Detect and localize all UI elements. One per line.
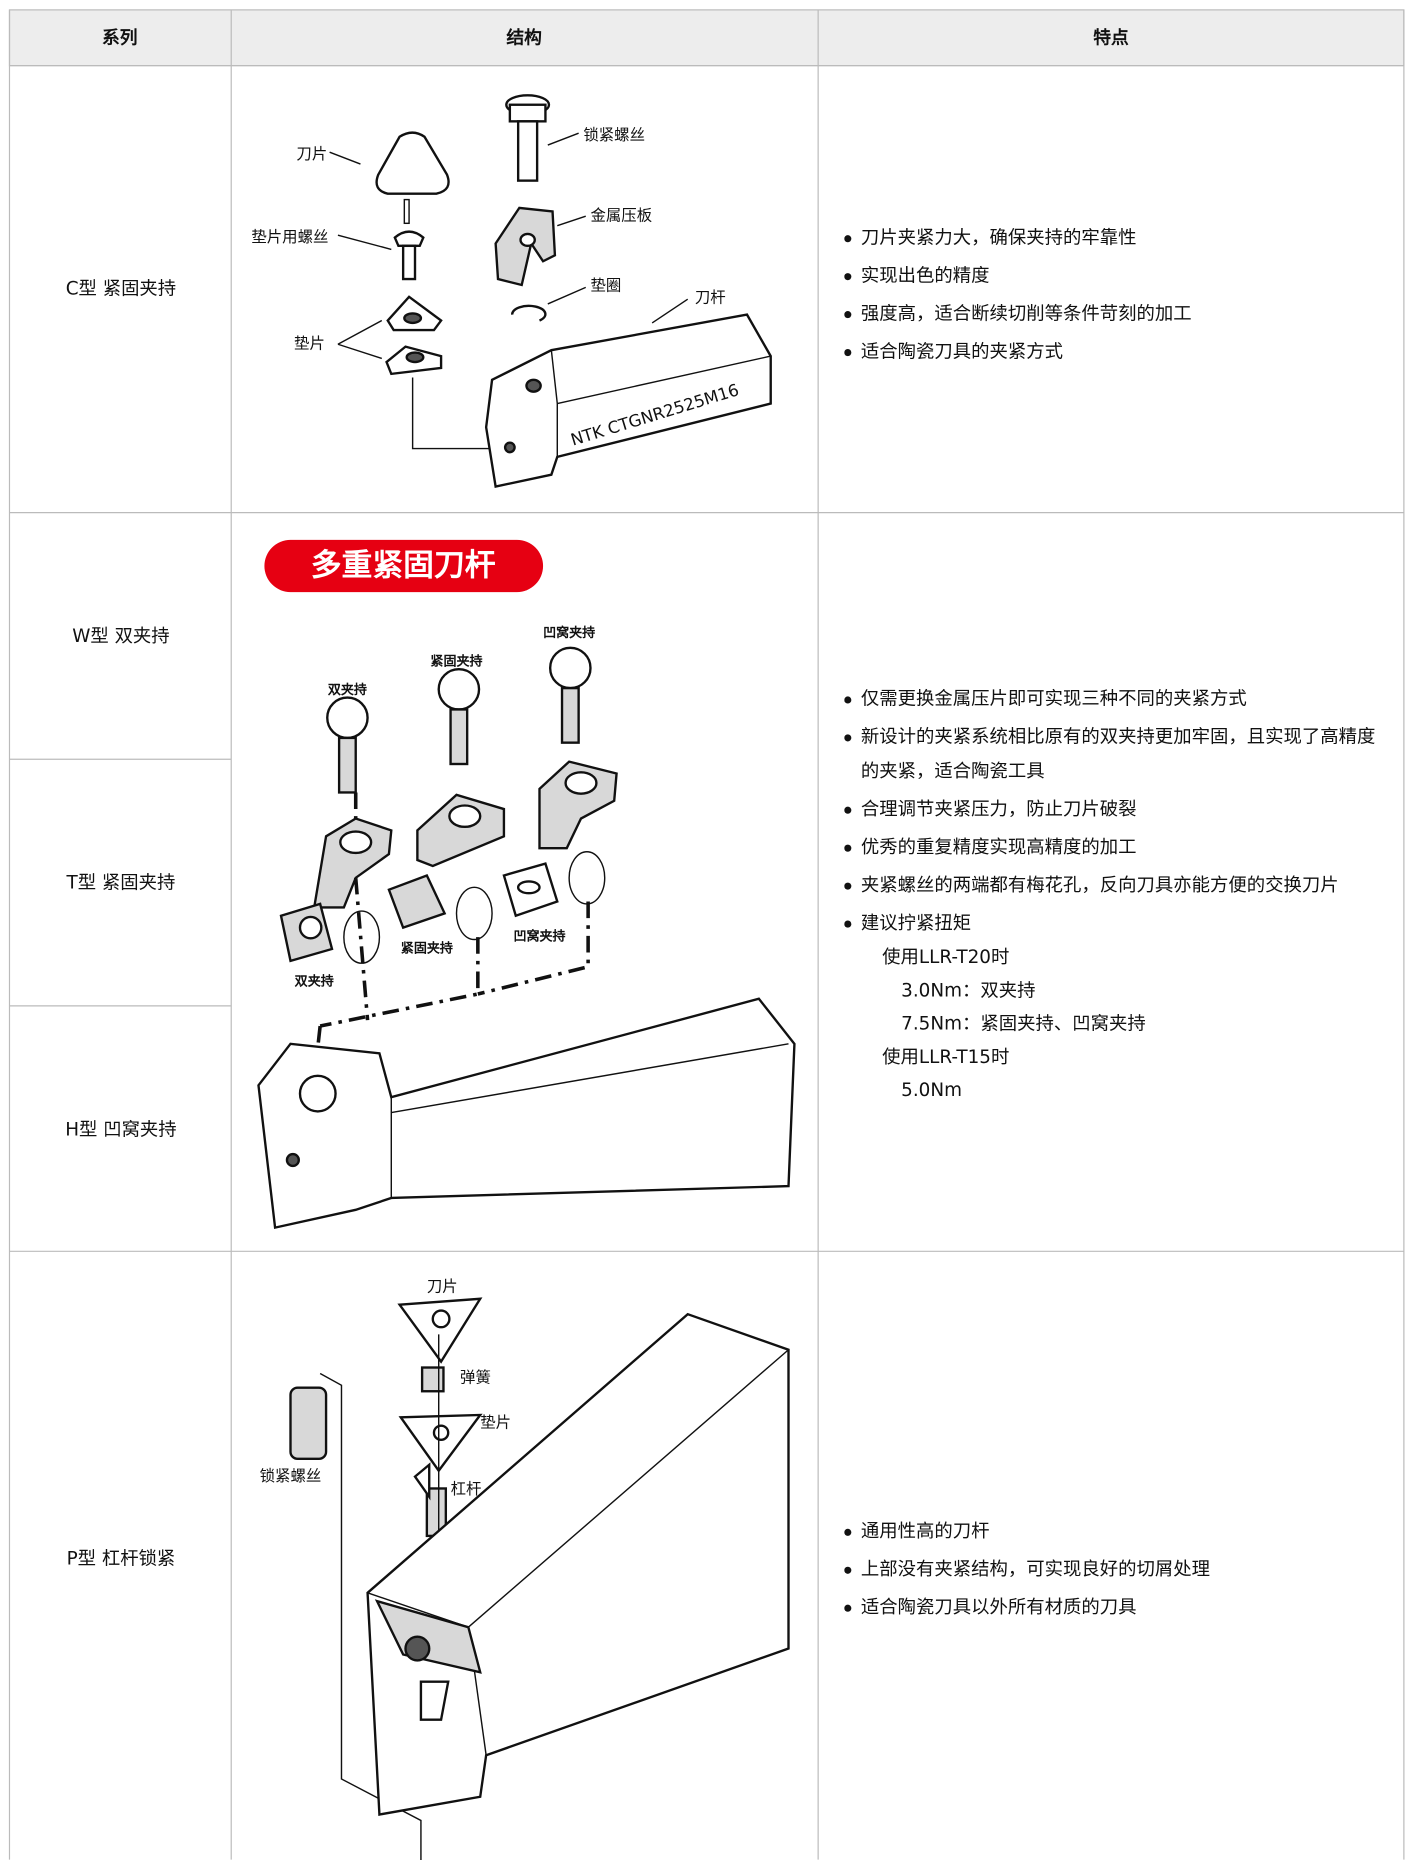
part-label: 垫圈 [590, 277, 621, 295]
p-type-diagram [289, 1297, 790, 1860]
feature-list: 刀片夹紧力大，确保夹持的牢靠性 实现出色的精度 强度高，适合断续切削等条件苛刻的加工… [844, 66, 1404, 528]
part-label: 凹窝夹持 [543, 625, 595, 641]
feature-item: 上部没有夹紧结构，可实现良好的切屑处理 [844, 1553, 1387, 1587]
series-label: T型 紧固夹持 [66, 873, 176, 894]
grid [8, 9, 1405, 1860]
feature-item: 适合陶瓷刀具以外所有材质的刀具 [844, 1590, 1387, 1624]
features-cell: 刀片夹紧力大，确保夹持的牢靠性实现出色的精度强度高，适合断续切削等条件苛刻的加工… [844, 66, 1404, 528]
part-label: 锁紧螺丝 [260, 1467, 322, 1485]
series-label: W型 双夹持 [72, 626, 169, 647]
part-label: 双夹持 [295, 974, 334, 990]
part-label: 杠杆 [451, 1480, 482, 1498]
part-label: 双夹持 [328, 682, 367, 698]
feature-item: 优秀的重复精度实现高精度的加工 [844, 830, 1387, 864]
torque-tool: 使用LLR-T15时 [882, 1045, 1010, 1067]
part-label: 凹窝夹持 [513, 929, 565, 945]
multi-clamp-diagram [257, 646, 796, 1230]
part-label: 刀片 [427, 1277, 458, 1295]
c-type-diagram [329, 94, 772, 488]
part-label: 刀片 [296, 145, 327, 163]
feature-item: 新设计的夹紧系统相比原有的双夹持更加牢固，且实现了高精度的夹紧，适合陶瓷工具 [844, 720, 1387, 789]
feature-item: 通用性高的刀杆 [844, 1515, 1387, 1549]
feature-item: 强度高，适合断续切削等条件苛刻的加工 [844, 297, 1387, 331]
torque-value: 7.5Nm：紧固夹持、凹窝夹持 [901, 1012, 1146, 1034]
part-label: 垫片 [294, 335, 325, 353]
badge [264, 539, 544, 593]
feature-item: 建议拧紧扭矩 使用LLR-T20时 3.0Nm：双夹持 7.5Nm：紧固夹持、凹窝夹持… [844, 906, 1387, 1106]
features: 仅需更换金属压片即可实现三种不同的夹紧方式新设计的夹紧系统相比原有的双夹持更加牢… [844, 682, 1404, 1110]
torque-value: 3.0Nm：双夹持 [901, 979, 1036, 1001]
feature-item: 夹紧螺丝的两端都有梅花孔，反向刀具亦能方便的交换刀片 [844, 868, 1387, 902]
header-row [8, 9, 1405, 67]
feature-item: 适合陶瓷刀具的夹紧方式 [844, 335, 1387, 369]
feature-item: 实现出色的精度 [844, 259, 1387, 293]
torque-tool: 使用LLR-T20时 [882, 946, 1010, 968]
header-cell: 系列 [102, 27, 138, 48]
features: 刀片夹紧力大，确保夹持的牢靠性 实现出色的精度 强度高，适合断续切削等条件苛刻的加工… [844, 221, 1404, 373]
feature-item: 刀片夹紧力大，确保夹持的牢靠性 [844, 221, 1387, 255]
torque-value: 5.0Nm [901, 1078, 963, 1101]
feature-item: 合理调节夹紧压力，防止刀片破裂 [844, 792, 1387, 826]
series-label: P型 杠杆锁紧 [67, 1549, 176, 1570]
part-label: 锁紧螺丝 [583, 126, 645, 144]
part-label: 刀杆 [695, 289, 726, 307]
header-cell: 结构 [506, 26, 542, 48]
feature-list: 通用性高的刀杆 上部没有夹紧结构，可实现良好的切屑处理 适合陶瓷刀具以外所有材质的刀… [844, 1251, 1404, 1860]
feature-list: 仅需更换金属压片即可实现三种不同的夹紧方式新设计的夹紧系统相比原有的双夹持更加牢… [844, 513, 1404, 1279]
part-label: 垫片 [480, 1414, 511, 1432]
features-cell: 通用性高的刀杆上部没有夹紧结构，可实现良好的切屑处理适合陶瓷刀具以外所有材质的刀… [844, 1251, 1404, 1860]
features-cell: 仅需更换金属压片即可实现三种不同的夹紧方式新设计的夹紧系统相比原有的双夹持更加牢… [844, 513, 1404, 1279]
series-label: H型 凹窝夹持 [65, 1119, 176, 1140]
part-label: 紧固夹持 [401, 940, 453, 956]
header-cell: 特点 [1093, 26, 1129, 48]
part-label: 垫片用螺丝 [251, 228, 328, 246]
part-label: 弹簧 [460, 1369, 491, 1387]
part-label: 金属压板 [590, 207, 652, 225]
badge-text: 多重紧固刀杆 [311, 548, 496, 584]
series-label: C型 紧固夹持 [66, 279, 176, 300]
feature-item: 仅需更换金属压片即可实现三种不同的夹紧方式 [844, 682, 1387, 716]
features: 通用性高的刀杆 上部没有夹紧结构，可实现良好的切屑处理 适合陶瓷刀具以外所有材质的刀… [844, 1515, 1404, 1629]
part-label: 紧固夹持 [430, 654, 482, 670]
